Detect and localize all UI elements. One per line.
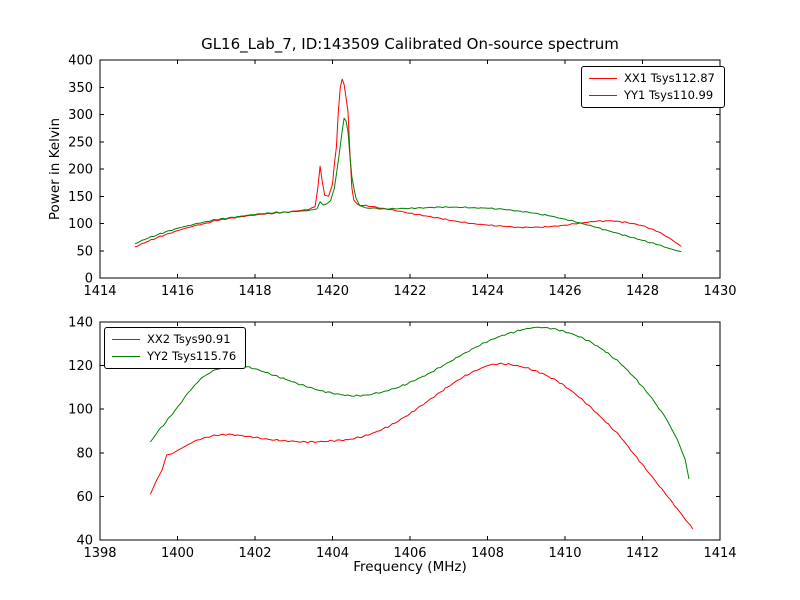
- x-tick-label: 1404: [316, 546, 349, 561]
- series-line-0-1: [134, 117, 682, 253]
- legend-label: YY1 Tsys110.99: [624, 88, 714, 103]
- y-tick-label: 0: [85, 272, 93, 287]
- legend-label: XX2 Tsys90.91: [147, 332, 231, 346]
- legend-entry: XX2 Tsys90.91: [112, 332, 236, 346]
- x-tick-label: 1422: [393, 284, 426, 299]
- y-tick-label: 140: [68, 316, 93, 331]
- y-tick-label: 300: [68, 108, 93, 123]
- x-tick-label: 1406: [393, 546, 426, 561]
- x-tick-label: 1416: [161, 284, 194, 299]
- x-tick-label: 1414: [83, 284, 116, 299]
- x-tick-label: 1398: [83, 546, 116, 561]
- x-tick-label: 1412: [626, 546, 659, 561]
- x-tick-label: 1418: [238, 284, 271, 299]
- y-tick-label: 100: [68, 403, 93, 418]
- y-tick-label: 200: [68, 163, 93, 178]
- x-tick-label: 1408: [471, 546, 504, 561]
- y-tick-label: 80: [76, 446, 93, 461]
- x-tick-label: 1414: [703, 546, 736, 561]
- y-tick-label: 40: [76, 534, 93, 549]
- legend-label: YY2 Tsys115.76: [147, 349, 237, 364]
- y-tick-label: 100: [68, 217, 93, 232]
- legend-bottom-plot: XX2 Tsys90.91 YY2 Tsys115.76: [104, 327, 247, 369]
- x-tick-label: 1420: [316, 284, 349, 299]
- legend-line-sample-xx1: [589, 77, 617, 79]
- x-tick-label: 1424: [471, 284, 504, 299]
- legend-line-sample-yy2: [112, 356, 140, 358]
- y-tick-label: 60: [76, 490, 93, 505]
- legend-entry: XX1 Tsys112.87: [589, 71, 715, 85]
- series-line-1-0: [149, 362, 694, 530]
- y-tick-label: 50: [76, 244, 93, 259]
- legend-entry: YY1 Tsys110.99: [589, 88, 715, 102]
- x-tick-label: 1402: [238, 546, 271, 561]
- y-tick-label: 400: [68, 54, 93, 69]
- x-tick-label: 1400: [161, 546, 194, 561]
- y-tick-label: 120: [68, 359, 93, 374]
- x-tick-label: 1428: [626, 284, 659, 299]
- legend-entry: YY2 Tsys115.76: [112, 349, 236, 363]
- chart-title: GL16_Lab_7, ID:143509 Calibrated On-sour…: [201, 35, 619, 53]
- legend-label: XX1 Tsys112.87: [624, 71, 715, 85]
- y-tick-label: 350: [68, 81, 93, 96]
- legend-line-sample-yy1: [589, 95, 617, 97]
- y-axis-label-top: Power in Kelvin: [47, 117, 63, 221]
- x-axis-label-bottom: Frequency (MHz): [353, 559, 467, 575]
- legend-line-sample-xx2: [112, 338, 140, 340]
- x-tick-label: 1426: [548, 284, 581, 299]
- x-tick-label: 1430: [703, 284, 736, 299]
- y-tick-label: 150: [68, 190, 93, 205]
- x-tick-label: 1410: [548, 546, 581, 561]
- y-tick-label: 250: [68, 135, 93, 150]
- legend-top-plot: XX1 Tsys112.87 YY1 Tsys110.99: [581, 66, 725, 108]
